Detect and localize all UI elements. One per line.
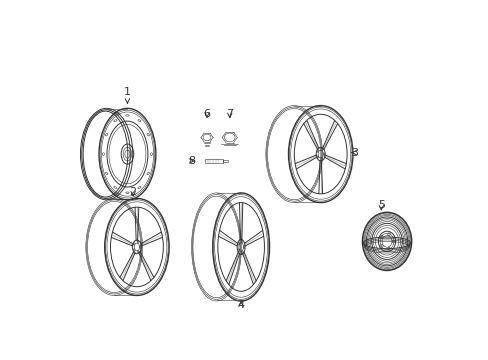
- Text: 6: 6: [203, 109, 210, 119]
- Text: 2: 2: [129, 186, 137, 197]
- Text: 5: 5: [377, 201, 384, 210]
- Text: 3: 3: [350, 148, 358, 158]
- Bar: [205, 159, 223, 163]
- Text: 1: 1: [123, 87, 131, 103]
- Bar: [223, 159, 227, 162]
- Text: 8: 8: [188, 156, 195, 166]
- Text: 7: 7: [226, 109, 233, 119]
- Text: 4: 4: [237, 300, 244, 310]
